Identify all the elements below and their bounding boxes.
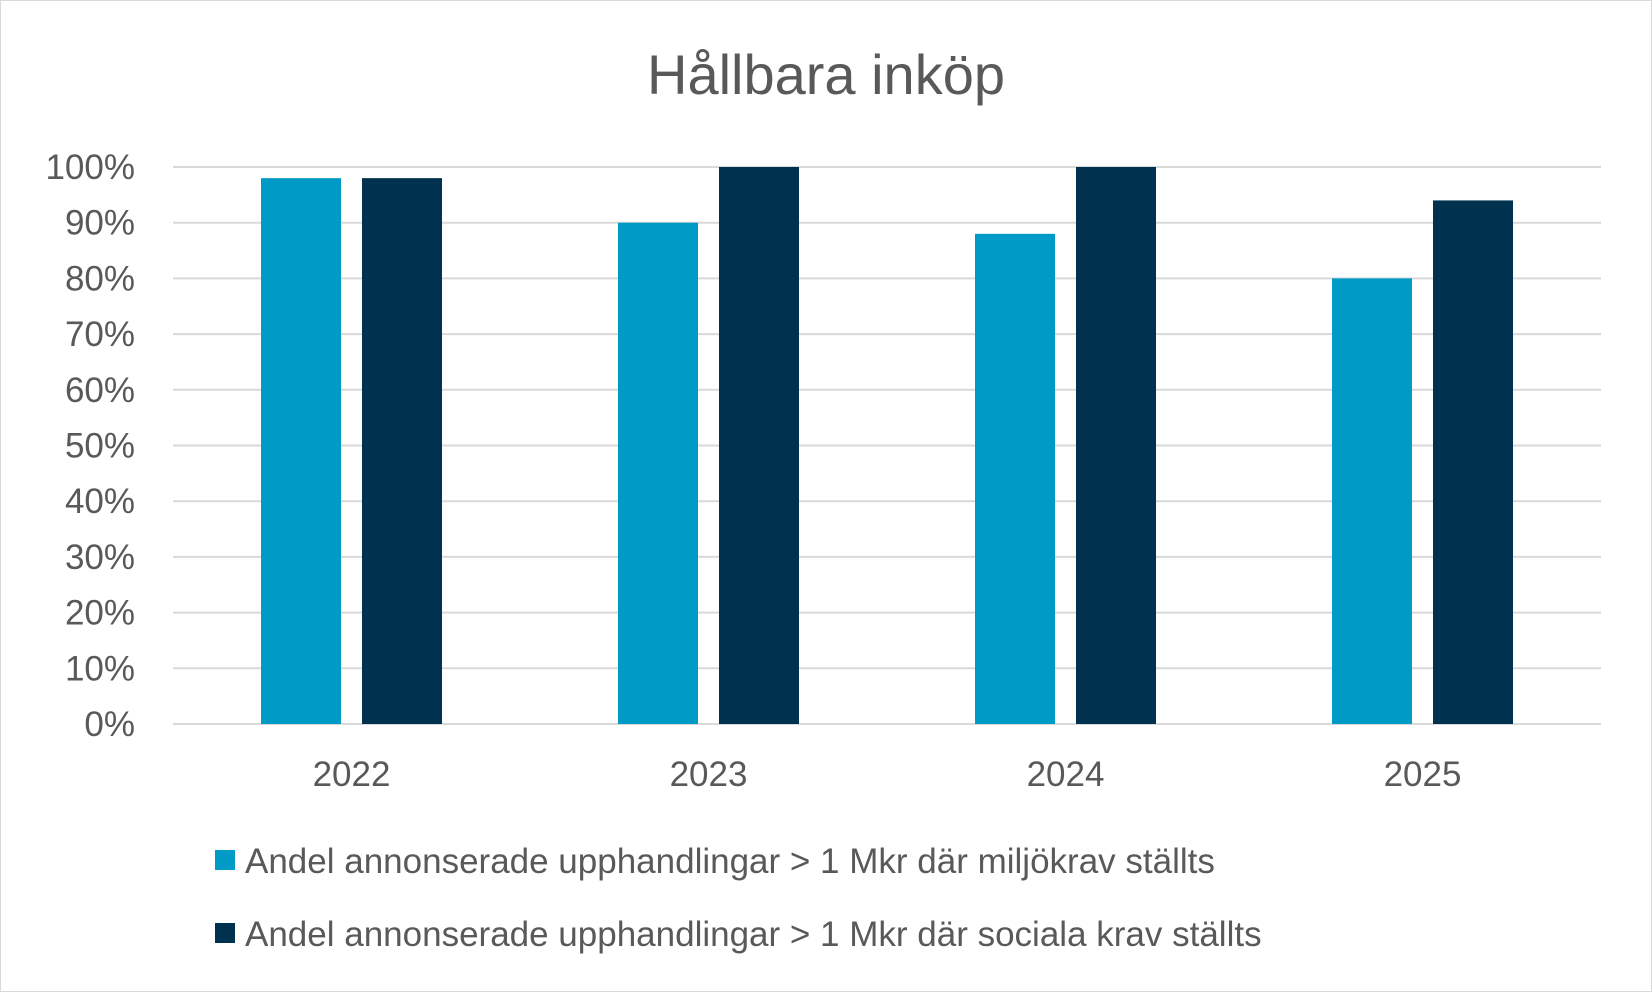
x-tick-label: 2022	[313, 755, 391, 794]
x-tick-label: 2024	[1027, 755, 1105, 794]
legend-swatch-sociala-krav	[215, 923, 235, 943]
bar-2022-series-2	[362, 178, 442, 724]
y-tick-label: 20%	[65, 594, 135, 633]
y-tick-label: 0%	[84, 705, 135, 744]
bar-2024-series-2	[1076, 167, 1156, 724]
y-tick-label: 30%	[65, 538, 135, 577]
y-tick-label: 90%	[65, 204, 135, 243]
x-tick-label: 2025	[1384, 755, 1462, 794]
y-axis-ticks: 0% 10% 20% 30% 40% 50% 60% 70% 80% 90% 100%	[45, 148, 135, 744]
y-tick-label: 50%	[65, 427, 135, 466]
x-tick-label: 2023	[670, 755, 748, 794]
bar-2024-series-1	[975, 233, 1055, 724]
legend: Andel annonserade upphandlingar > 1 Mkr …	[215, 842, 1262, 954]
y-tick-label: 80%	[65, 259, 135, 298]
y-tick-label: 100%	[45, 148, 135, 187]
bar-2025-series-1	[1332, 278, 1412, 724]
legend-label-miljokrav: Andel annonserade upphandlingar > 1 Mkr …	[245, 842, 1215, 881]
legend-label-sociala-krav: Andel annonserade upphandlingar > 1 Mkr …	[245, 915, 1262, 954]
bar-2023-series-2	[719, 167, 799, 724]
x-axis-ticks: 2022 2023 2024 2025	[313, 755, 1462, 794]
y-tick-label: 70%	[65, 315, 135, 354]
bar-2023-series-1	[618, 222, 698, 724]
y-tick-label: 40%	[65, 482, 135, 521]
y-tick-label: 60%	[65, 371, 135, 410]
bars	[261, 167, 1513, 725]
bar-2025-series-2	[1433, 200, 1513, 725]
chart-title: Hållbara inköp	[647, 43, 1005, 106]
y-tick-label: 10%	[65, 649, 135, 688]
legend-swatch-miljokrav	[215, 850, 235, 870]
bar-2022-series-1	[261, 178, 341, 724]
